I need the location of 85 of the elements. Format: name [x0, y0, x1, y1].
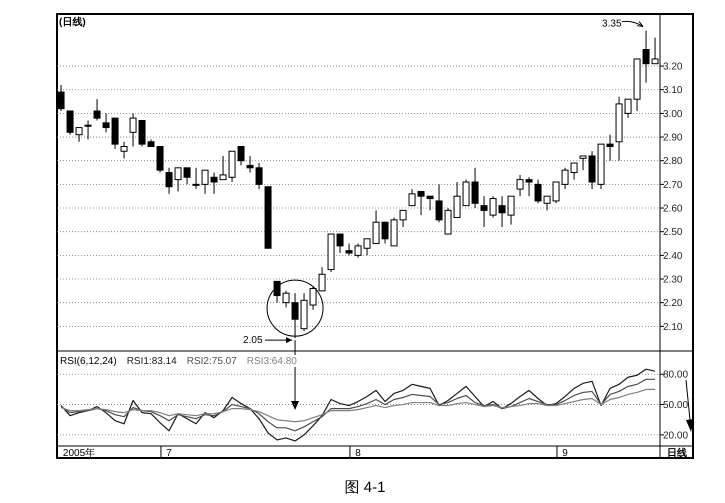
y-tick-label: 20.00 — [663, 430, 688, 442]
candlestick — [426, 196, 434, 211]
candlestick — [174, 167, 182, 192]
x-tick-label: 2005年 — [62, 447, 96, 459]
candlestick — [256, 162, 263, 190]
x-tick-label: 9 — [562, 448, 568, 459]
candlestick — [544, 196, 551, 211]
y-tick-label: 3.00 — [663, 108, 683, 120]
candlestick — [418, 190, 425, 216]
y-tick-label: 2.50 — [663, 227, 683, 238]
candlestick — [534, 179, 542, 204]
candlestick — [372, 210, 380, 244]
x-tick-label: 7 — [166, 448, 172, 459]
candlestick — [354, 243, 362, 258]
text: RSI2:75.07 — [186, 356, 238, 367]
y-tick-label: 2.90 — [663, 132, 683, 144]
candlestick — [490, 196, 497, 218]
y-tick-label: 2.70 — [663, 180, 683, 191]
candlestick — [498, 196, 506, 228]
candlestick — [156, 146, 164, 174]
text: RSI1:83.14 — [126, 356, 178, 367]
candlestick — [552, 182, 560, 204]
text: RSI3:64.80 — [246, 356, 298, 367]
candlestick — [462, 179, 470, 206]
candlestick — [364, 238, 371, 256]
x-tick-label: 8 — [355, 448, 362, 459]
annotation: 2.05 — [243, 335, 263, 346]
chart-title: (日线) — [59, 16, 86, 28]
y-tick-label: 2.10 — [663, 322, 683, 333]
candlestick — [382, 222, 389, 244]
y-tick-label: 3.20 — [663, 62, 683, 73]
candlestick — [292, 292, 299, 339]
candlestick — [120, 141, 128, 159]
candlestick — [580, 155, 587, 171]
candlestick — [562, 167, 569, 190]
legend-title: RSI(6,12,24) — [60, 356, 117, 367]
candlestick — [444, 208, 452, 235]
candlestick — [138, 120, 146, 148]
candlestick — [318, 266, 326, 292]
y-tick-label: 2.40 — [663, 250, 683, 262]
candlestick — [642, 30, 650, 84]
candlestick — [282, 290, 290, 308]
line-series — [60, 388, 656, 422]
caption: 图 4-1 — [344, 479, 386, 496]
candlestick — [94, 98, 101, 121]
candlestick — [508, 196, 515, 226]
y-tick-label: 80.00 — [663, 370, 688, 381]
annotation: 3.35 — [602, 18, 622, 30]
candlestick — [66, 110, 74, 136]
candlestick — [516, 174, 524, 197]
y-tick-label: 2.30 — [663, 274, 683, 286]
candlestick — [102, 112, 110, 133]
candlestick — [408, 188, 416, 206]
candlestick — [76, 127, 83, 142]
candlestick — [246, 155, 254, 174]
candlestick — [130, 112, 137, 148]
candlestick — [624, 98, 632, 119]
candlestick — [480, 196, 488, 228]
y-tick-label: 2.80 — [663, 156, 683, 168]
candlestick — [346, 243, 353, 256]
candlestick — [84, 120, 92, 140]
y-tick-label: 50.00 — [663, 400, 688, 412]
candlestick — [274, 280, 281, 304]
y-tick-label: 2.60 — [663, 204, 683, 215]
candlestick — [606, 134, 614, 162]
candlestick — [570, 162, 578, 180]
candlestick — [220, 155, 227, 180]
candlestick — [436, 184, 443, 223]
y-tick-label: 3.10 — [663, 85, 683, 96]
candlestick — [202, 170, 209, 194]
candlestick — [454, 182, 461, 218]
candlestick — [238, 146, 245, 166]
candlestick — [336, 234, 344, 254]
line-series — [60, 368, 656, 442]
candlestick — [310, 286, 317, 310]
candlestick — [472, 167, 479, 209]
candlestick — [184, 167, 191, 185]
candlestick — [526, 176, 533, 197]
y-tick-label: 2.20 — [663, 298, 683, 310]
line-series — [60, 378, 656, 432]
candlestick — [192, 167, 200, 190]
text: 日线 — [667, 447, 687, 459]
candlestick — [400, 210, 407, 228]
candlestick — [166, 167, 173, 194]
candlestick — [210, 172, 218, 194]
